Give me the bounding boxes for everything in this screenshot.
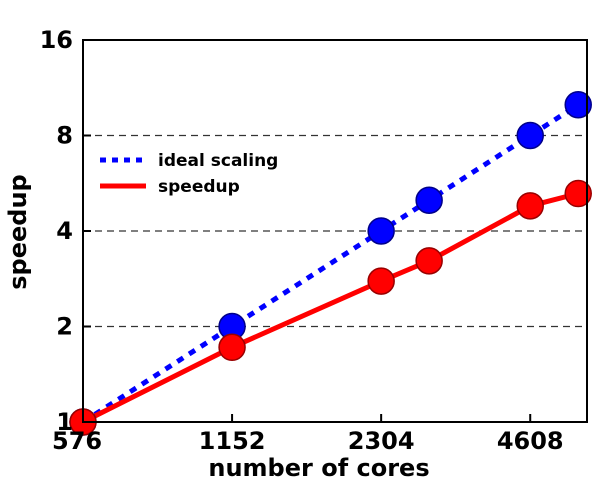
legend-label-speedup: speedup — [158, 177, 240, 197]
data-point-ideal-scaling — [367, 217, 395, 245]
x-tick-label: 4608 — [497, 427, 564, 455]
data-point-ideal-scaling — [415, 186, 443, 215]
x-axis-label: number of cores — [208, 454, 429, 482]
data-point-speedup — [564, 179, 592, 208]
series-layer — [69, 91, 592, 436]
data-point-speedup — [516, 192, 544, 220]
y-axis-label: speedup — [4, 174, 32, 289]
y-tick-label: 16 — [40, 26, 73, 54]
data-point-ideal-scaling — [564, 91, 592, 119]
grid-lines — [83, 134, 587, 328]
legend-label-ideal-scaling: ideal scaling — [158, 151, 278, 171]
x-tick-label: 2304 — [348, 427, 415, 455]
legend: ideal scaling speedup — [100, 151, 278, 197]
series-line-speedup — [81, 191, 579, 425]
x-tick-label: 1152 — [199, 427, 266, 455]
data-point-speedup — [415, 247, 443, 275]
y-tick-label: 1 — [56, 408, 73, 436]
y-tick-label: 8 — [56, 122, 73, 150]
x-axis-ticks: 576 1152 2304 4608 — [52, 414, 564, 455]
y-tick-label: 4 — [56, 217, 73, 245]
data-point-speedup — [218, 333, 246, 362]
x-tick-label: 576 — [52, 427, 102, 455]
data-point-speedup — [367, 267, 395, 295]
y-tick-label: 2 — [56, 313, 73, 341]
y-axis-ticks: 1 2 4 8 16 — [40, 26, 91, 436]
series-line-ideal-scaling — [81, 102, 580, 425]
data-point-ideal-scaling — [516, 121, 544, 150]
